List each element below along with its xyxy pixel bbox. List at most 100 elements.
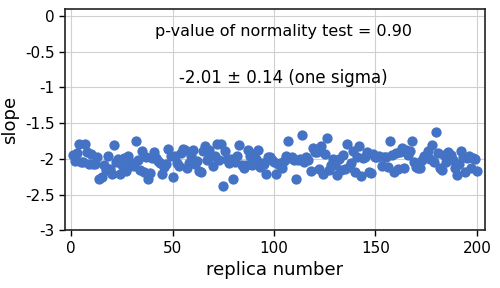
Point [438,168,446,173]
Point [222,149,230,154]
Point [193,159,201,164]
Point [96,177,104,181]
Point [270,160,278,164]
Point [178,147,186,151]
Point [205,147,213,152]
Point [420,154,428,158]
Point [207,154,215,158]
Point [92,162,100,166]
Point [292,177,300,181]
Point [294,158,302,162]
Point [312,149,320,154]
Point [446,153,454,157]
Point [432,130,440,135]
Point [138,149,146,154]
Point [230,177,237,182]
Point [442,160,450,164]
Point [329,156,337,161]
Point [100,163,108,168]
Point [187,154,195,159]
Point [240,165,248,170]
Point [467,166,475,171]
Point [384,164,392,169]
Point [325,167,333,172]
Point [262,172,270,177]
Point [142,155,150,160]
Point [220,183,228,188]
Point [75,142,83,147]
Point [176,151,184,156]
Point [410,160,418,164]
Point [347,160,355,165]
Point [140,170,148,174]
Point [114,157,122,161]
Point [473,169,481,173]
Point [162,162,170,166]
Point [182,166,190,170]
Point [406,149,414,154]
Point [224,156,232,161]
Point [244,148,252,153]
Point [335,157,343,161]
Point [353,155,361,160]
Point [372,154,380,159]
Point [416,165,424,170]
Point [274,162,282,166]
Point [146,170,154,175]
Point [112,160,120,164]
Point [355,144,363,149]
Point [440,152,448,157]
Point [250,152,258,157]
Point [394,167,402,172]
Point [339,153,347,157]
Point [452,173,460,177]
Point [386,139,394,143]
Point [232,160,239,164]
Point [458,155,466,160]
Point [130,163,138,168]
Point [191,162,199,167]
Point [199,149,207,154]
Point [320,151,328,156]
Point [106,166,114,171]
Point [120,156,128,161]
Point [197,169,205,174]
Point [396,149,404,154]
Point [382,154,390,159]
Point [390,169,398,174]
Point [378,164,386,169]
Point [434,151,442,156]
Y-axis label: slope: slope [2,95,20,144]
Point [104,154,112,159]
Point [86,162,94,166]
Point [278,165,286,170]
Point [152,156,160,160]
Point [316,143,324,148]
Point [226,160,234,165]
Point [366,170,374,174]
Point [368,170,376,175]
Point [331,162,339,167]
Point [71,159,79,163]
Point [349,149,357,154]
Point [69,152,77,157]
Point [282,153,290,158]
Point [370,152,378,157]
Point [156,160,164,165]
Point [116,172,124,176]
Point [108,171,116,176]
Point [203,158,211,163]
Point [168,175,176,179]
Point [304,158,312,162]
Point [126,163,134,168]
Point [122,169,130,173]
Point [318,171,326,176]
Point [351,170,359,174]
Point [82,141,90,146]
Point [170,154,178,159]
Point [286,156,294,160]
Point [272,171,280,176]
Point [264,154,272,159]
Point [444,150,452,155]
Point [380,155,388,160]
